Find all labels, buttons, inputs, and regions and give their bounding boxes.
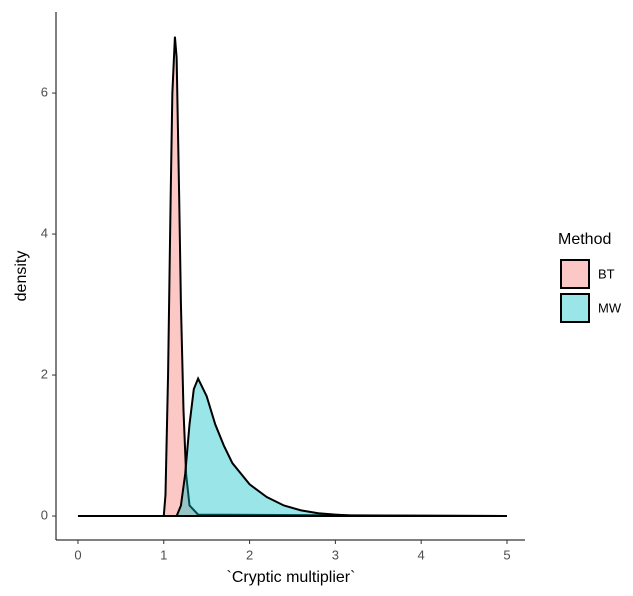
legend-title: Method (558, 231, 611, 248)
x-tick-label: 0 (74, 547, 81, 562)
x-tick-label: 3 (332, 547, 339, 562)
y-tick-label: 2 (41, 366, 48, 381)
x-tick-label: 1 (160, 547, 167, 562)
y-tick-label: 4 (41, 225, 48, 240)
legend-key (560, 293, 590, 323)
density-area (77, 36, 507, 518)
density-area (77, 376, 507, 518)
x-axis-label: `Cryptic multiplier` (227, 569, 356, 586)
x-tick-label: 5 (503, 547, 510, 562)
legend-key (560, 259, 590, 289)
legend-label: BT (598, 266, 615, 281)
x-tick-label: 4 (418, 547, 425, 562)
x-tick-label: 2 (246, 547, 253, 562)
legend-label: MW (598, 300, 622, 315)
y-tick-label: 6 (41, 85, 48, 100)
y-axis-label: density (13, 251, 30, 302)
y-tick-label: 0 (41, 507, 48, 522)
